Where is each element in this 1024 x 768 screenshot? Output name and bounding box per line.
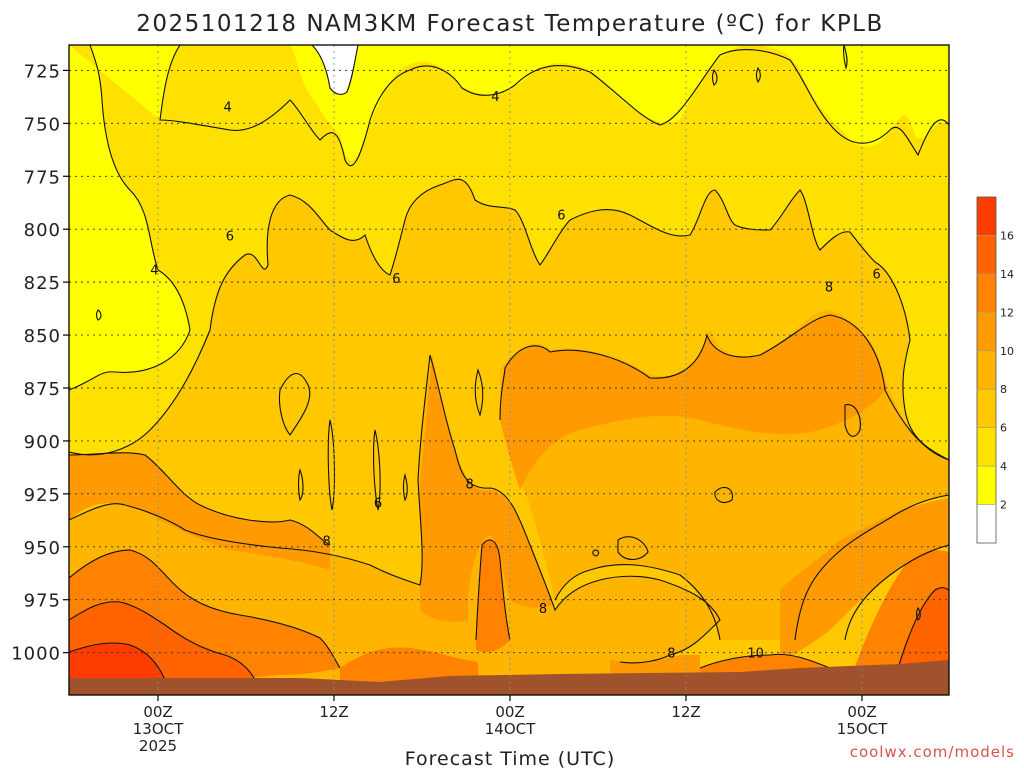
y-tick-label: 875	[24, 379, 61, 400]
contour-12	[69, 539, 949, 669]
colorbar-swatch	[977, 312, 996, 351]
contour-lines	[69, 45, 949, 695]
contour-small-5	[297, 368, 484, 511]
credit-link[interactable]: coolwx.com/models	[850, 743, 1015, 761]
contour-8b	[499, 314, 949, 461]
colorbar-label: 12	[1000, 306, 1014, 319]
x-tick-label: 12Z	[319, 703, 348, 721]
plot-frame	[68, 44, 950, 696]
x-tick-label: 14OCT	[485, 720, 536, 738]
contour-16	[69, 642, 166, 681]
colorbar-swatch	[977, 235, 996, 274]
y-tick-label: 900	[24, 432, 61, 453]
contour-label: 6	[226, 230, 234, 245]
contour-labels: 4 4 4 6 6 6 6 8 8 6 8 8 8 10	[150, 90, 881, 662]
ground	[69, 660, 949, 695]
colorbar-swatch	[977, 197, 996, 236]
contour-2	[311, 45, 359, 95]
contour-label: 8	[825, 280, 833, 295]
contour-small-4	[714, 486, 734, 503]
colorbar-label: 6	[1000, 422, 1007, 435]
pressure-grid	[69, 69, 949, 654]
contour-label: 8	[466, 477, 474, 492]
band-12-14	[69, 540, 949, 695]
chart-title: 2025101218 NAM3KM Forecast Temperature (…	[136, 11, 884, 37]
y-tick-label: 1000	[11, 644, 61, 665]
contour-label: 4	[491, 90, 499, 105]
y-tick-label: 975	[24, 591, 61, 612]
y-tick-label: 825	[24, 273, 61, 294]
x-tick-label: 2025	[139, 737, 177, 755]
colorbar-label: 10	[1000, 345, 1014, 358]
x-axis-label: Forecast Time (UTC)	[405, 748, 615, 768]
colorbar-label: 16	[1000, 229, 1014, 242]
time-grid	[157, 45, 863, 695]
contour-small-2	[844, 404, 861, 437]
contour-10b	[554, 494, 949, 641]
plot-area: 4 4 4 6 6 6 6 8 8 6 8 8 8 10	[69, 45, 949, 695]
x-tick-label: 00Z	[143, 703, 172, 721]
contour-label: 8	[539, 602, 547, 617]
contour-4	[69, 45, 191, 391]
contour-10	[69, 452, 331, 546]
colorbar-swatch	[977, 350, 996, 390]
contour-label: 8	[667, 647, 675, 662]
contour-label: 4	[150, 263, 158, 278]
y-axis: 725 750 775 800 825 850 875 900 925 950 975 1000	[11, 61, 69, 665]
band-0-2	[312, 45, 358, 95]
colorbar-swatch	[977, 466, 996, 505]
contour-8a	[69, 354, 721, 664]
band-10-12	[69, 315, 949, 695]
contour-label: 4	[224, 100, 232, 115]
contour-label: 10	[747, 647, 764, 662]
contour-label: 6	[392, 272, 400, 287]
contour-small-1	[278, 373, 311, 436]
contour-label: 8	[323, 534, 331, 549]
contour-small-6	[95, 45, 921, 621]
y-tick-label: 950	[24, 538, 61, 559]
y-tick-label: 750	[24, 114, 61, 135]
contour-4-upper	[159, 45, 949, 167]
y-tick-label: 850	[24, 326, 61, 347]
colorbar-label: 14	[1000, 268, 1014, 281]
x-tick-label: 12Z	[671, 703, 700, 721]
x-tick-label: 13OCT	[133, 720, 184, 738]
colorbar-label: 2	[1000, 499, 1007, 512]
y-tick-label: 775	[24, 167, 61, 188]
y-tick-label: 800	[24, 220, 61, 241]
y-tick-label: 725	[24, 61, 61, 82]
x-tick-label: 00Z	[495, 703, 524, 721]
colorbar-frame	[976, 196, 997, 544]
contour-label: 6	[374, 496, 382, 511]
colorbar-swatch	[977, 504, 996, 543]
colorbar-label: 8	[1000, 383, 1007, 396]
colorbar-swatch	[977, 427, 996, 467]
y-tick-label: 925	[24, 485, 61, 506]
x-tick-label: 00Z	[847, 703, 876, 721]
contour-label: 6	[557, 208, 565, 223]
colorbar-label: 4	[1000, 460, 1007, 473]
contour-6	[69, 178, 949, 461]
colorbar: 2 4 6 8 10 12 14 16	[976, 196, 1014, 544]
colorbar-swatch	[977, 389, 996, 428]
colorbar-swatch	[977, 273, 996, 313]
contour-label: 6	[873, 268, 881, 283]
contour-small-3	[617, 536, 649, 561]
x-tick-label: 15OCT	[837, 720, 888, 738]
